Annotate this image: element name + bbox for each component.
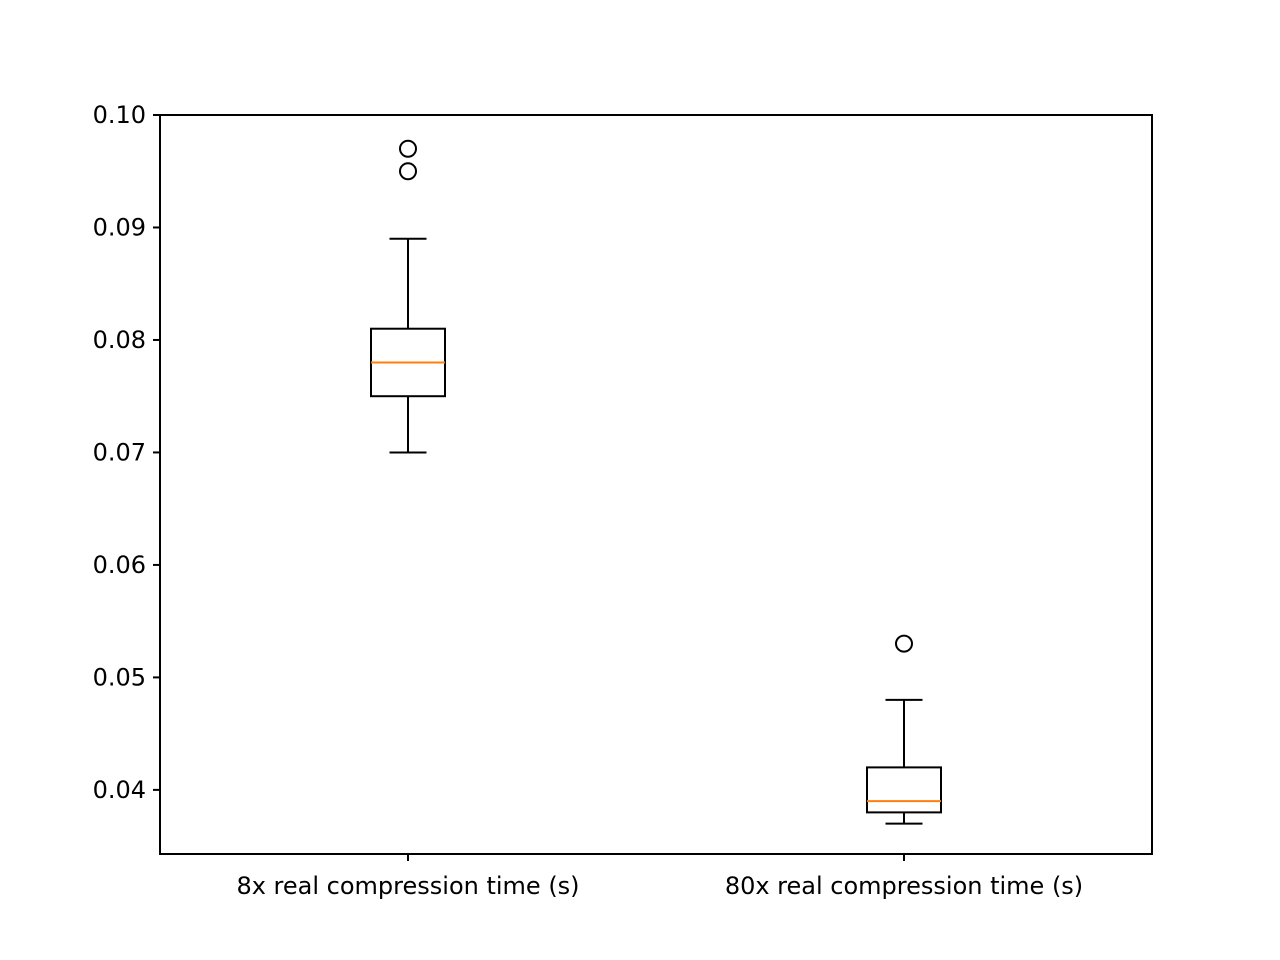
y-tick-label: 0.04 (93, 776, 146, 804)
y-tick-label: 0.06 (93, 551, 146, 579)
outlier-point (399, 139, 417, 158)
y-tick-label: 0.05 (93, 663, 146, 691)
y-tick-label: 0.07 (93, 438, 146, 466)
iqr-box (866, 766, 942, 814)
axes-frame (159, 114, 1153, 855)
box-1 (370, 139, 446, 454)
x-axis: 8x real compression time (s) 80x real com… (236, 854, 1083, 900)
outlier-point (895, 634, 913, 653)
y-axis: 0.04 0.05 0.06 0.07 0.08 0.09 0.10 (93, 101, 160, 804)
box-2 (866, 634, 942, 825)
y-tick-label: 0.09 (93, 213, 146, 241)
boxes-group (370, 139, 942, 825)
outlier-point (399, 162, 417, 181)
x-tick-label: 80x real compression time (s) (725, 872, 1083, 900)
y-tick-label: 0.08 (93, 326, 146, 354)
x-tick-label: 8x real compression time (s) (236, 872, 579, 900)
y-tick-label: 0.10 (93, 101, 146, 129)
